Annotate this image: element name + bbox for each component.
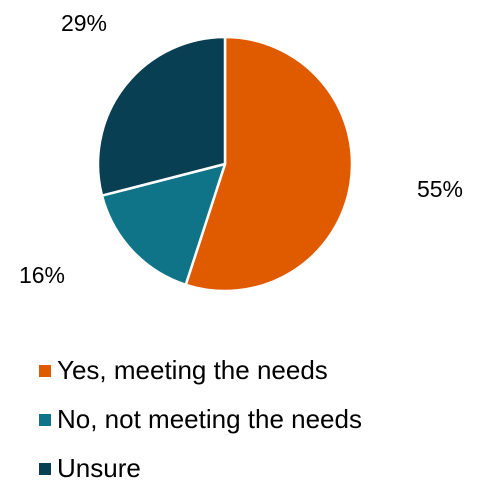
pie-labels: 55% 16% 29% <box>19 10 463 288</box>
pie-slice-unsure <box>96 35 227 197</box>
legend-item-yes: Yes, meeting the needs <box>39 346 362 395</box>
legend: Yes, meeting the needs No, not meeting t… <box>39 346 362 493</box>
pie-slice-no <box>100 162 227 287</box>
slice-label-unsure: 29% <box>61 10 107 36</box>
slice-label-yes: 55% <box>417 176 463 202</box>
legend-item-no: No, not meeting the needs <box>39 395 362 444</box>
legend-label-yes: Yes, meeting the needs <box>57 355 328 385</box>
legend-label-unsure: Unsure <box>57 453 141 483</box>
pie-slice-yes <box>184 35 354 293</box>
pie-chart: 55% 16% 29% <box>19 10 463 293</box>
pie-slices <box>96 35 354 293</box>
slice-label-no: 16% <box>19 262 65 288</box>
legend-swatch-no <box>39 413 51 426</box>
legend-swatch-yes <box>39 364 51 377</box>
legend-swatch-unsure <box>39 462 51 475</box>
legend-item-unsure: Unsure <box>39 444 362 493</box>
legend-label-no: No, not meeting the needs <box>57 404 362 434</box>
